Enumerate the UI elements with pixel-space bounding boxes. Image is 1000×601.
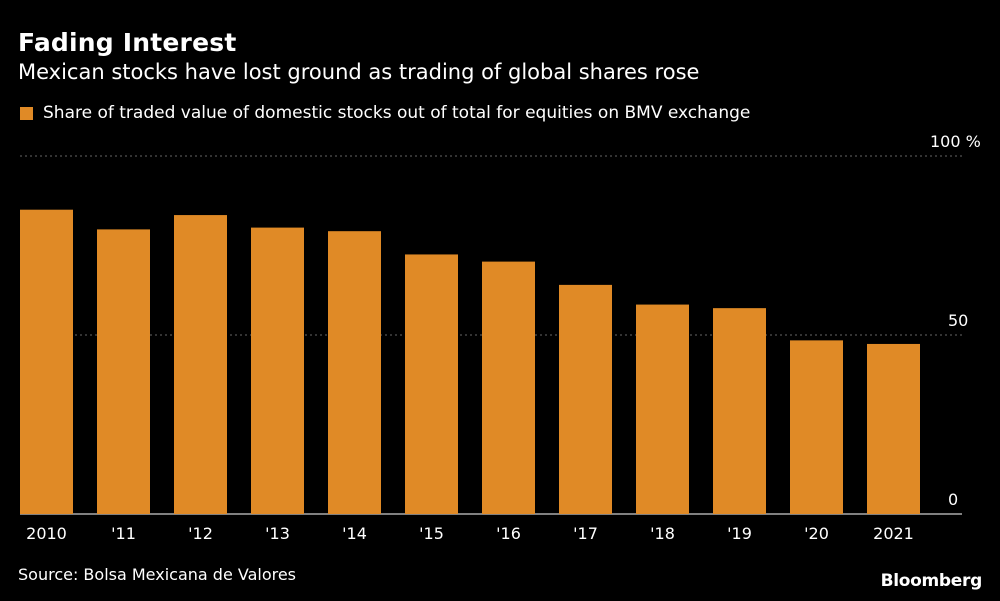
x-tick-label: '20 (804, 524, 829, 543)
x-tick-label: '19 (727, 524, 752, 543)
y-tick-label: 50 (948, 311, 968, 330)
legend-swatch (20, 106, 33, 120)
bloomberg-logo: Bloomberg (880, 571, 983, 591)
source-note: Source: Bolsa Mexicana de Valores (18, 565, 297, 584)
x-tick-label: '15 (419, 524, 444, 543)
x-tick-label: '13 (265, 524, 290, 543)
bar-3 (251, 227, 304, 514)
bar-2 (174, 215, 227, 514)
x-tick-label: 2021 (873, 524, 914, 543)
bar-4 (328, 231, 381, 514)
bar-1 (97, 229, 150, 514)
x-tick-label: '18 (650, 524, 675, 543)
bar-10 (790, 340, 843, 514)
bar-8 (636, 304, 689, 514)
x-tick-label: '16 (496, 524, 521, 543)
bar-9 (713, 308, 766, 514)
x-tick-label: '17 (573, 524, 598, 543)
bar-5 (405, 254, 458, 514)
chart-subtitle: Mexican stocks have lost ground as tradi… (18, 60, 700, 84)
legend: Share of traded value of domestic stocks… (20, 103, 750, 123)
x-tick-label: '11 (111, 524, 136, 543)
y-tick-label: 0 (948, 490, 958, 509)
bar-0 (20, 209, 73, 514)
y-tick-label: 100 % (930, 132, 981, 151)
x-tick-label: 2010 (26, 524, 67, 543)
x-tick-label: '12 (188, 524, 213, 543)
bar-11 (867, 343, 920, 514)
x-tick-label: '14 (342, 524, 367, 543)
chart-title: Fading Interest (18, 28, 237, 57)
bar-6 (482, 261, 535, 514)
bar-7 (559, 284, 612, 514)
legend-label: Share of traded value of domestic stocks… (43, 103, 751, 123)
